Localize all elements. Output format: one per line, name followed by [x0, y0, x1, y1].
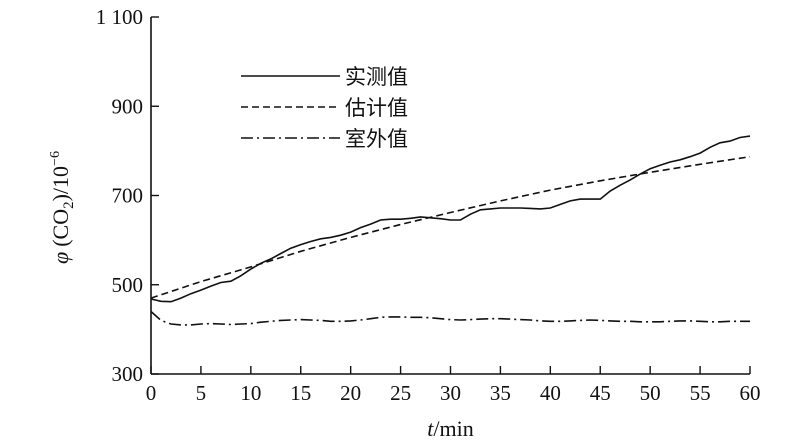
series-layer: [150, 135, 751, 326]
x-tick-label: 50: [640, 381, 661, 405]
series-line-2: [150, 310, 750, 326]
y-ticks: 300 500 700 900 1 100: [96, 5, 159, 386]
x-tick-label: 30: [440, 381, 461, 405]
y-tick-label: 900: [112, 94, 144, 118]
legend-label-0: 实测值: [345, 65, 408, 89]
y-axis-sup: −6: [48, 151, 63, 166]
x-axis-var: t: [427, 416, 434, 441]
x-tick-label: 5: [196, 381, 207, 405]
x-tick-label: 0: [146, 381, 157, 405]
y-axis-title: φ (CO2)/10−6: [48, 151, 77, 264]
legend-label-1: 估计值: [345, 96, 408, 120]
series-line-0: [150, 135, 751, 303]
y-axis-open: (CO: [48, 209, 73, 247]
x-tick-label: 40: [540, 381, 561, 405]
x-tick-label: 45: [590, 381, 611, 405]
y-tick-label: 700: [112, 184, 144, 208]
x-tick-label: 10: [240, 381, 261, 405]
x-tick-label: 60: [740, 381, 761, 405]
legend-label-2: 室外值: [345, 127, 408, 151]
y-tick-label: 300: [112, 362, 144, 386]
axes: [150, 17, 750, 375]
x-tick-label: 55: [690, 381, 711, 405]
y-axis-close: )/10: [48, 166, 73, 201]
series-line-1: [150, 155, 751, 299]
x-tick-label: 35: [490, 381, 511, 405]
x-ticks: 0 5 10 15 20 25 30 35 40 45 50 55 60: [146, 366, 761, 405]
x-tick-label: 25: [390, 381, 411, 405]
x-tick-label: 15: [290, 381, 311, 405]
x-axis-unit: /min: [433, 416, 473, 441]
y-tick-label: 500: [112, 273, 144, 297]
y-tick-label: 1 100: [96, 5, 143, 29]
x-axis-title: t/min: [427, 416, 473, 441]
x-tick-label: 20: [340, 381, 361, 405]
y-axis-sub: 2: [61, 201, 77, 209]
y-axis-symbol: φ: [48, 252, 73, 264]
